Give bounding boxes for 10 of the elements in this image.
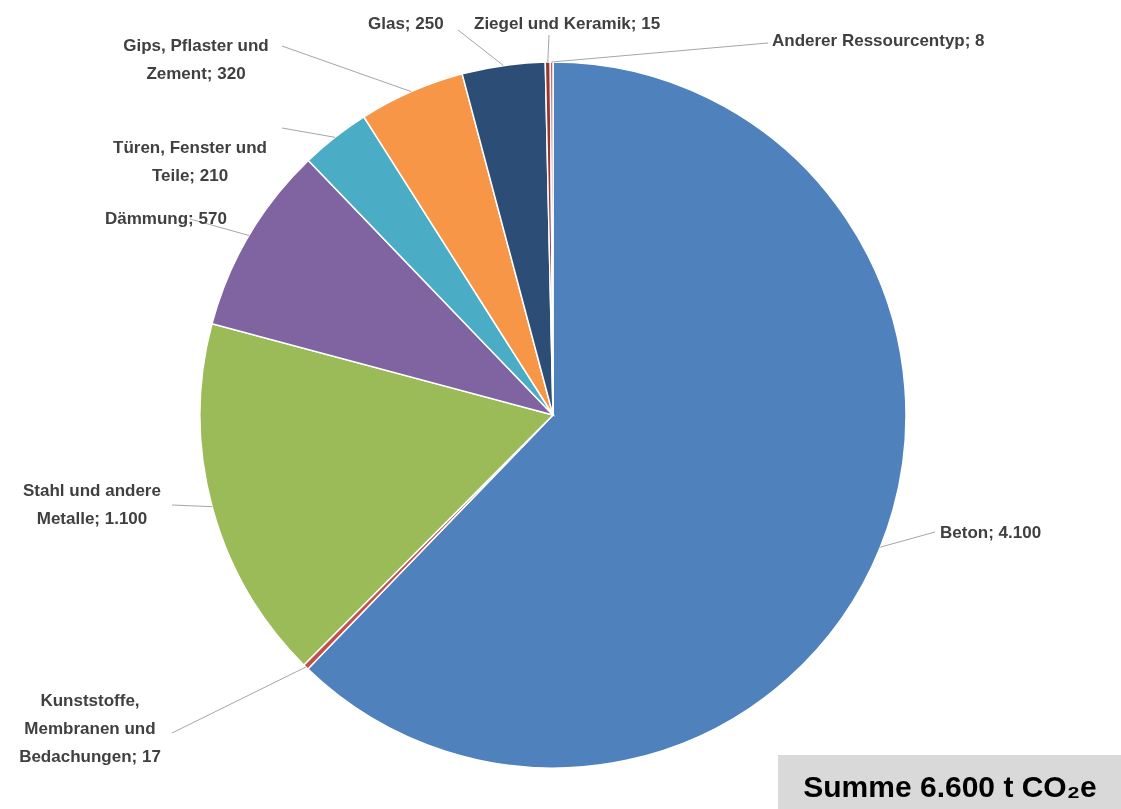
slice-label: Glas; 250 — [368, 14, 444, 33]
slice-label: Türen, Fenster und Teile; 210 — [113, 138, 267, 185]
slice-label: Beton; 4.100 — [940, 523, 1042, 542]
slice-label: Anderer Ressourcentyp; 8 — [772, 31, 985, 50]
slice-label: Ziegel und Keramik; 15 — [474, 14, 661, 33]
slice-label: Kunststoffe, Membranen und Bedachungen; 17 — [19, 691, 161, 766]
slice-label: Dämmung; 570 — [105, 209, 227, 228]
text: Summe 6.600 t CO₂e — [803, 770, 1097, 803]
slice-label: Gips, Pflaster und Zement; 320 — [123, 36, 269, 83]
slice-label: Stahl und andere Metalle; 1.100 — [23, 481, 161, 528]
